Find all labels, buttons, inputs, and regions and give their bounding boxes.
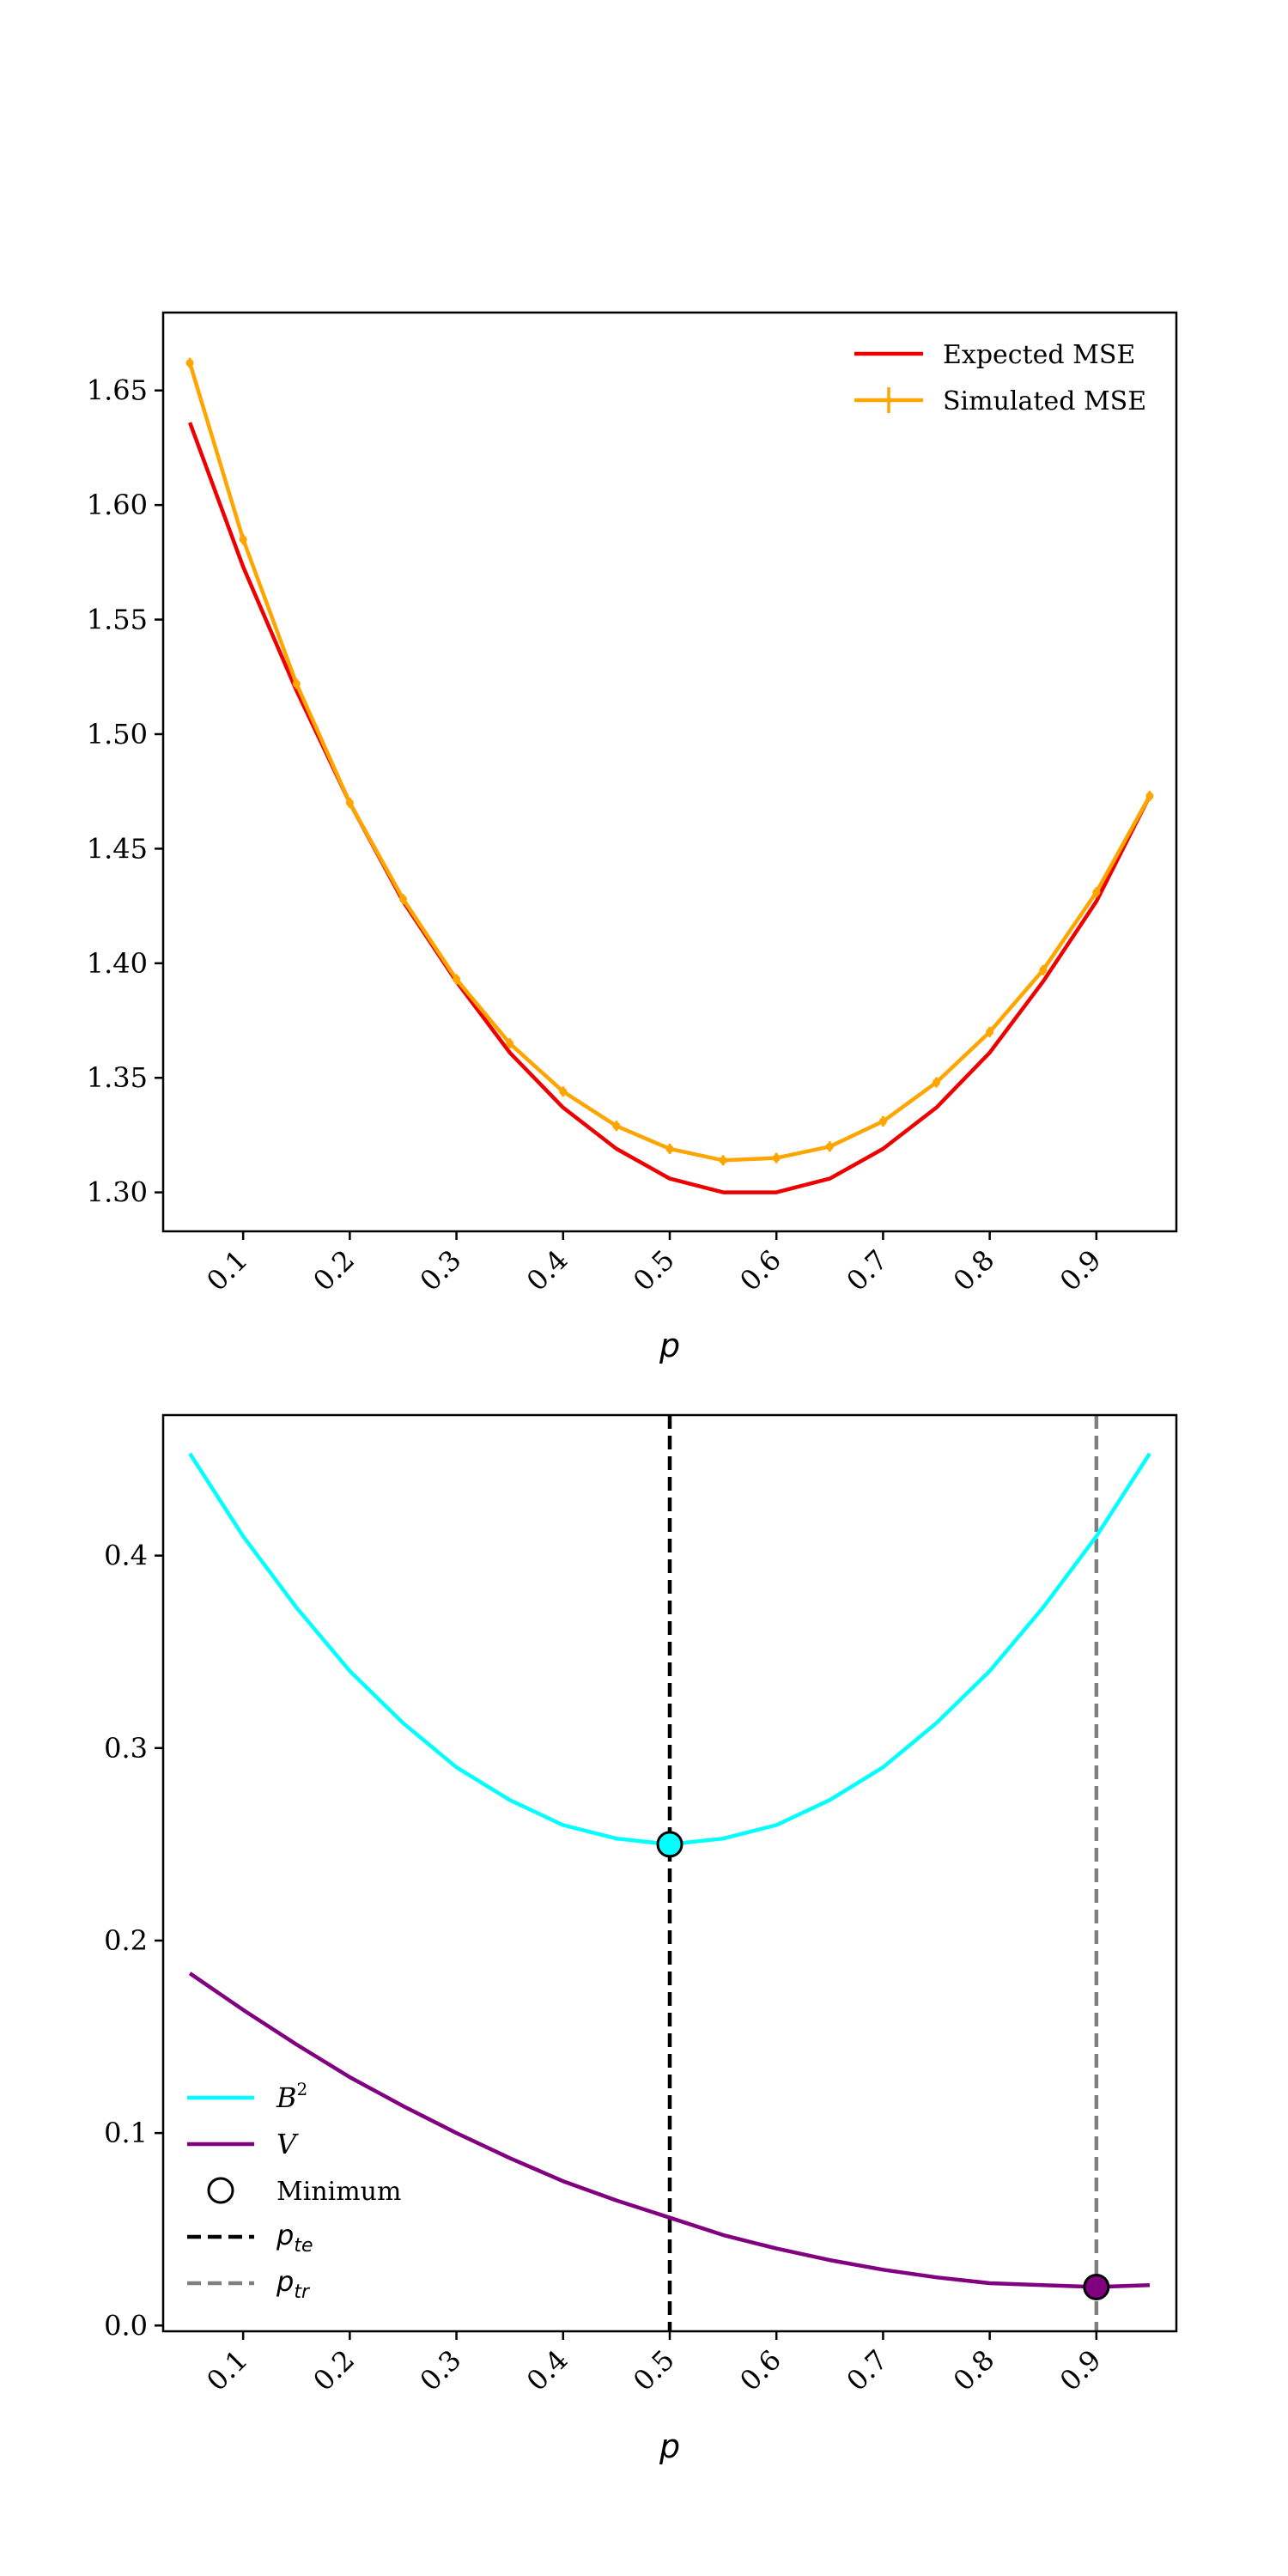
bottom-x-tick-label: 0.4	[520, 2343, 574, 2397]
bottom-y-tick-label: 0.1	[104, 2117, 148, 2149]
top-y-tick-label: 1.65	[87, 374, 148, 407]
top-series-layer	[185, 357, 1154, 1194]
bottom-minimum-marker-b2	[656, 1831, 683, 1858]
top-x-tick-label: 0.9	[1054, 1243, 1108, 1297]
top-y-tick-label: 1.50	[87, 718, 148, 750]
top-x-tick-label: 0.2	[307, 1243, 361, 1297]
bottom-x-tick-label: 0.7	[840, 2343, 894, 2397]
top-point-simulated-mse	[559, 1087, 568, 1096]
top-x-axis-label: p	[659, 1327, 680, 1364]
top-point-simulated-mse	[825, 1142, 834, 1151]
top-series-expected-mse-line	[187, 422, 1151, 1194]
top-x-tick-label: 0.5	[627, 1243, 681, 1297]
chart-bias-variance: 0.1 0.2 0.3 0.4 0.5 0.6 0.7 0.8 0.9 0.0 0.1 0.2 0.3…	[104, 1413, 1178, 2465]
top-point-simulated-mse	[1039, 966, 1048, 975]
top-point-simulated-mse	[986, 1028, 994, 1036]
top-point-simulated-mse	[1092, 888, 1101, 896]
top-x-tick-label: 0.1	[200, 1243, 254, 1297]
chart-mse: 0.1 0.2 0.3 0.4 0.5 0.6 0.7 0.8 0.9 1.30 1.35 1.40…	[87, 311, 1178, 1364]
legend-b2-label: B2	[276, 2079, 307, 2114]
top-x-tick-label: 0.7	[840, 1243, 894, 1297]
bottom-legend: B2 V Minimum pte ptr	[187, 2079, 401, 2303]
top-point-simulated-mse	[612, 1121, 621, 1130]
bottom-y-tick-label: 0.0	[104, 2309, 148, 2342]
bottom-y-axis: 0.0 0.1 0.2 0.3 0.4	[104, 1540, 163, 2342]
bottom-y-tick-label: 0.3	[104, 1732, 148, 1765]
top-y-tick-label: 1.60	[87, 489, 148, 521]
top-y-axis: 1.30 1.35 1.40 1.45 1.50 1.55 1.60 1.65	[87, 374, 163, 1209]
legend-minimum-label: Minimum	[276, 2177, 401, 2207]
top-y-tick-label: 1.35	[87, 1061, 148, 1094]
bottom-x-axis-label: p	[659, 2427, 680, 2465]
bottom-x-tick-label: 0.6	[733, 2343, 787, 2397]
top-point-simulated-mse	[878, 1117, 887, 1126]
top-y-tick-label: 1.40	[87, 947, 148, 980]
legend-minimum-marker	[207, 2177, 234, 2204]
top-x-tick-label: 0.8	[947, 1243, 1001, 1297]
bottom-x-tick-label: 0.2	[307, 2343, 361, 2397]
top-point-simulated-mse	[185, 359, 194, 368]
top-x-tick-label: 0.3	[414, 1243, 468, 1297]
legend-expected-mse-label: Expected MSE	[943, 340, 1135, 370]
bottom-x-tick-label: 0.9	[1054, 2343, 1108, 2397]
legend-simulated-mse-label: Simulated MSE	[943, 386, 1146, 416]
top-point-simulated-mse	[933, 1078, 941, 1087]
legend-ptr-label: ptr	[276, 2265, 311, 2303]
bottom-minimum-marker-v	[1083, 2273, 1110, 2300]
top-point-simulated-mse	[506, 1039, 514, 1048]
top-plot-frame	[161, 311, 1178, 1233]
legend-pte-label: pte	[276, 2219, 313, 2257]
top-point-simulated-mse	[1145, 792, 1154, 800]
top-x-tick-label: 0.6	[733, 1243, 787, 1297]
top-point-simulated-mse	[453, 975, 461, 983]
bottom-y-tick-label: 0.4	[104, 1540, 148, 1572]
bottom-x-tick-label: 0.8	[947, 2343, 1001, 2397]
top-y-tick-label: 1.45	[87, 832, 148, 865]
top-point-simulated-mse	[772, 1154, 781, 1163]
bottom-x-tick-label: 0.1	[200, 2343, 254, 2397]
top-point-simulated-mse	[719, 1156, 727, 1164]
top-point-simulated-mse	[665, 1145, 674, 1153]
top-y-tick-label: 1.30	[87, 1176, 148, 1209]
top-series-simulated-mse-line	[187, 362, 1151, 1163]
top-point-simulated-mse	[292, 679, 301, 688]
top-x-tick-label: 0.4	[520, 1243, 574, 1297]
bottom-series-layer	[188, 1415, 1151, 2331]
bottom-x-tick-label: 0.5	[627, 2343, 681, 2397]
top-y-tick-label: 1.55	[87, 604, 148, 636]
top-point-simulated-mse	[398, 895, 407, 903]
top-legend: Expected MSE Simulated MSE	[854, 340, 1146, 416]
top-point-simulated-mse	[345, 799, 354, 807]
top-point-simulated-mse	[239, 535, 247, 544]
top-x-axis: 0.1 0.2 0.3 0.4 0.5 0.6 0.7 0.8 0.9	[200, 1231, 1108, 1297]
bottom-x-tick-label: 0.3	[414, 2343, 468, 2397]
bottom-series-v-line	[188, 1971, 1150, 2289]
legend-v-label: V	[276, 2128, 299, 2160]
bottom-x-axis: 0.1 0.2 0.3 0.4 0.5 0.6 0.7 0.8 0.9	[200, 2331, 1108, 2397]
bottom-y-tick-label: 0.2	[104, 1924, 148, 1957]
